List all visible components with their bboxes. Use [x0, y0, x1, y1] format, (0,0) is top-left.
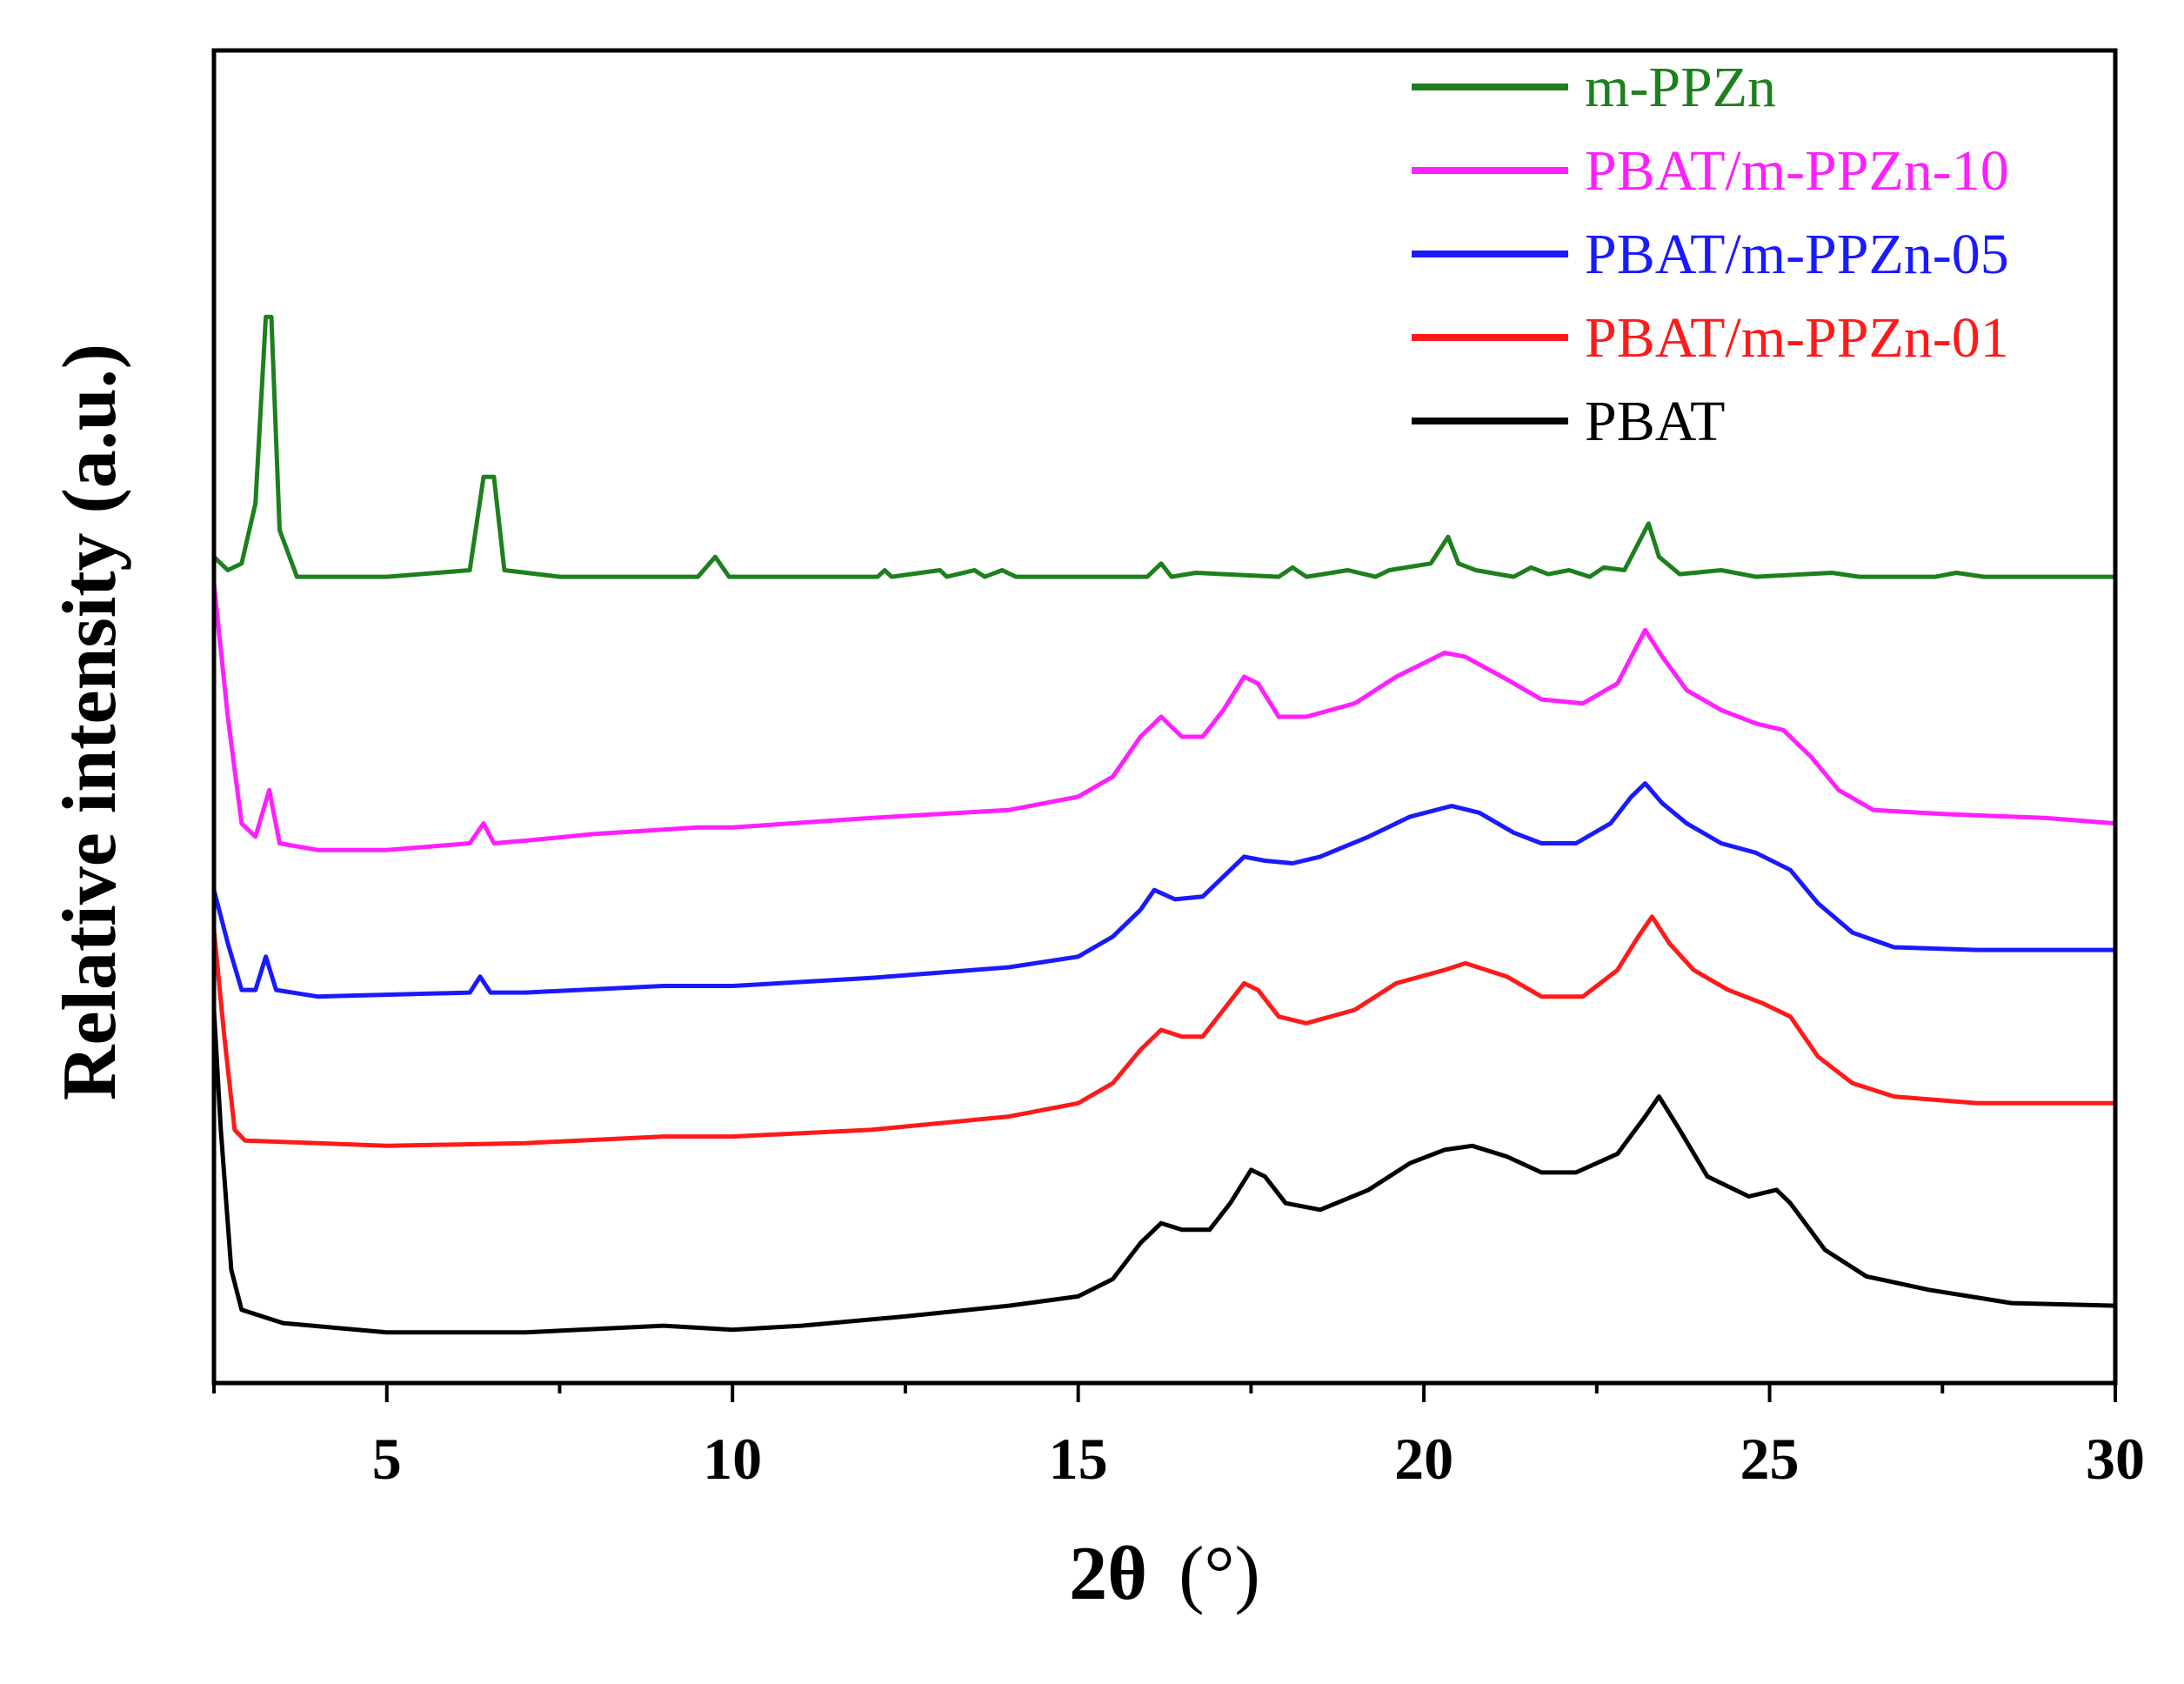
- series-line-4: [211, 1007, 2118, 1335]
- x-axis-title: 2θ (°): [1069, 1532, 1260, 1616]
- legend-label-2: PBAT/m-PPZn-05: [1585, 223, 2009, 286]
- y-axis-title: Relative intensity (a.u.): [48, 344, 132, 1100]
- legend-label-4: PBAT: [1585, 390, 1725, 453]
- plot-series-group: [211, 314, 2118, 1335]
- x-tick-label-1: 10: [703, 1426, 762, 1492]
- legend-label-3: PBAT/m-PPZn-01: [1585, 306, 2009, 370]
- legend: m-PPZn PBAT/m-PPZn-10 PBAT/m-PPZn-05 PBAT/m…: [1412, 56, 2009, 453]
- x-tick-label-3: 20: [1394, 1426, 1453, 1492]
- series-line-3: [211, 914, 2118, 1148]
- x-axis-title-main: 2θ: [1069, 1532, 1147, 1616]
- plot-frame: [211, 48, 2118, 1386]
- x-tick-label-4: 25: [1740, 1426, 1800, 1492]
- x-axis-tick-labels: 5 10 15 20 25 30: [372, 1426, 2145, 1492]
- legend-label-0: m-PPZn: [1585, 56, 1776, 119]
- legend-label-1: PBAT/m-PPZn-10: [1585, 139, 2009, 203]
- x-tick-label-0: 5: [372, 1426, 402, 1492]
- series-line-2: [211, 781, 2118, 999]
- x-axis-ticks: [212, 1383, 2117, 1402]
- series-line-1: [211, 581, 2118, 852]
- x-tick-label-5: 30: [2086, 1426, 2145, 1492]
- x-tick-label-2: 15: [1049, 1426, 1108, 1492]
- x-axis-title-unit: (°): [1179, 1532, 1260, 1616]
- series-line-0: [211, 314, 2118, 579]
